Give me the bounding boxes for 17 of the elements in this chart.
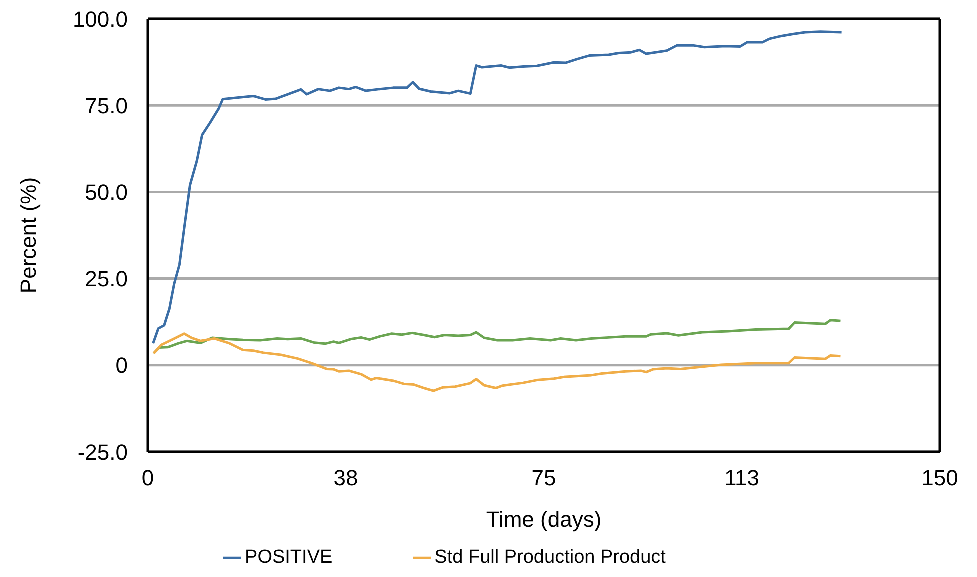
legend-label: Std Full Production Product <box>434 547 666 568</box>
x-tick-label: 38 <box>334 466 358 491</box>
y-axis-title: Percent (%) <box>16 177 41 294</box>
x-tick-label: 75 <box>532 466 556 491</box>
x-tick-label: 150 <box>922 466 958 491</box>
x-tick-label: 0 <box>142 466 154 491</box>
line-series <box>152 332 842 392</box>
y-tick-label: 75.0 <box>85 93 128 118</box>
y-tick-label: 100.0 <box>72 6 128 32</box>
line-series <box>152 30 844 345</box>
x-axis-title: Time (days) <box>486 507 602 532</box>
y-tick-label: 25.0 <box>85 266 128 292</box>
y-tick-label: 50.0 <box>85 180 128 206</box>
y-tick-label: 0 <box>116 353 128 378</box>
x-tick-label: 113 <box>724 466 760 491</box>
y-tick-label: -25.0 <box>78 440 128 465</box>
legend-label: POSITIVE <box>245 547 333 568</box>
